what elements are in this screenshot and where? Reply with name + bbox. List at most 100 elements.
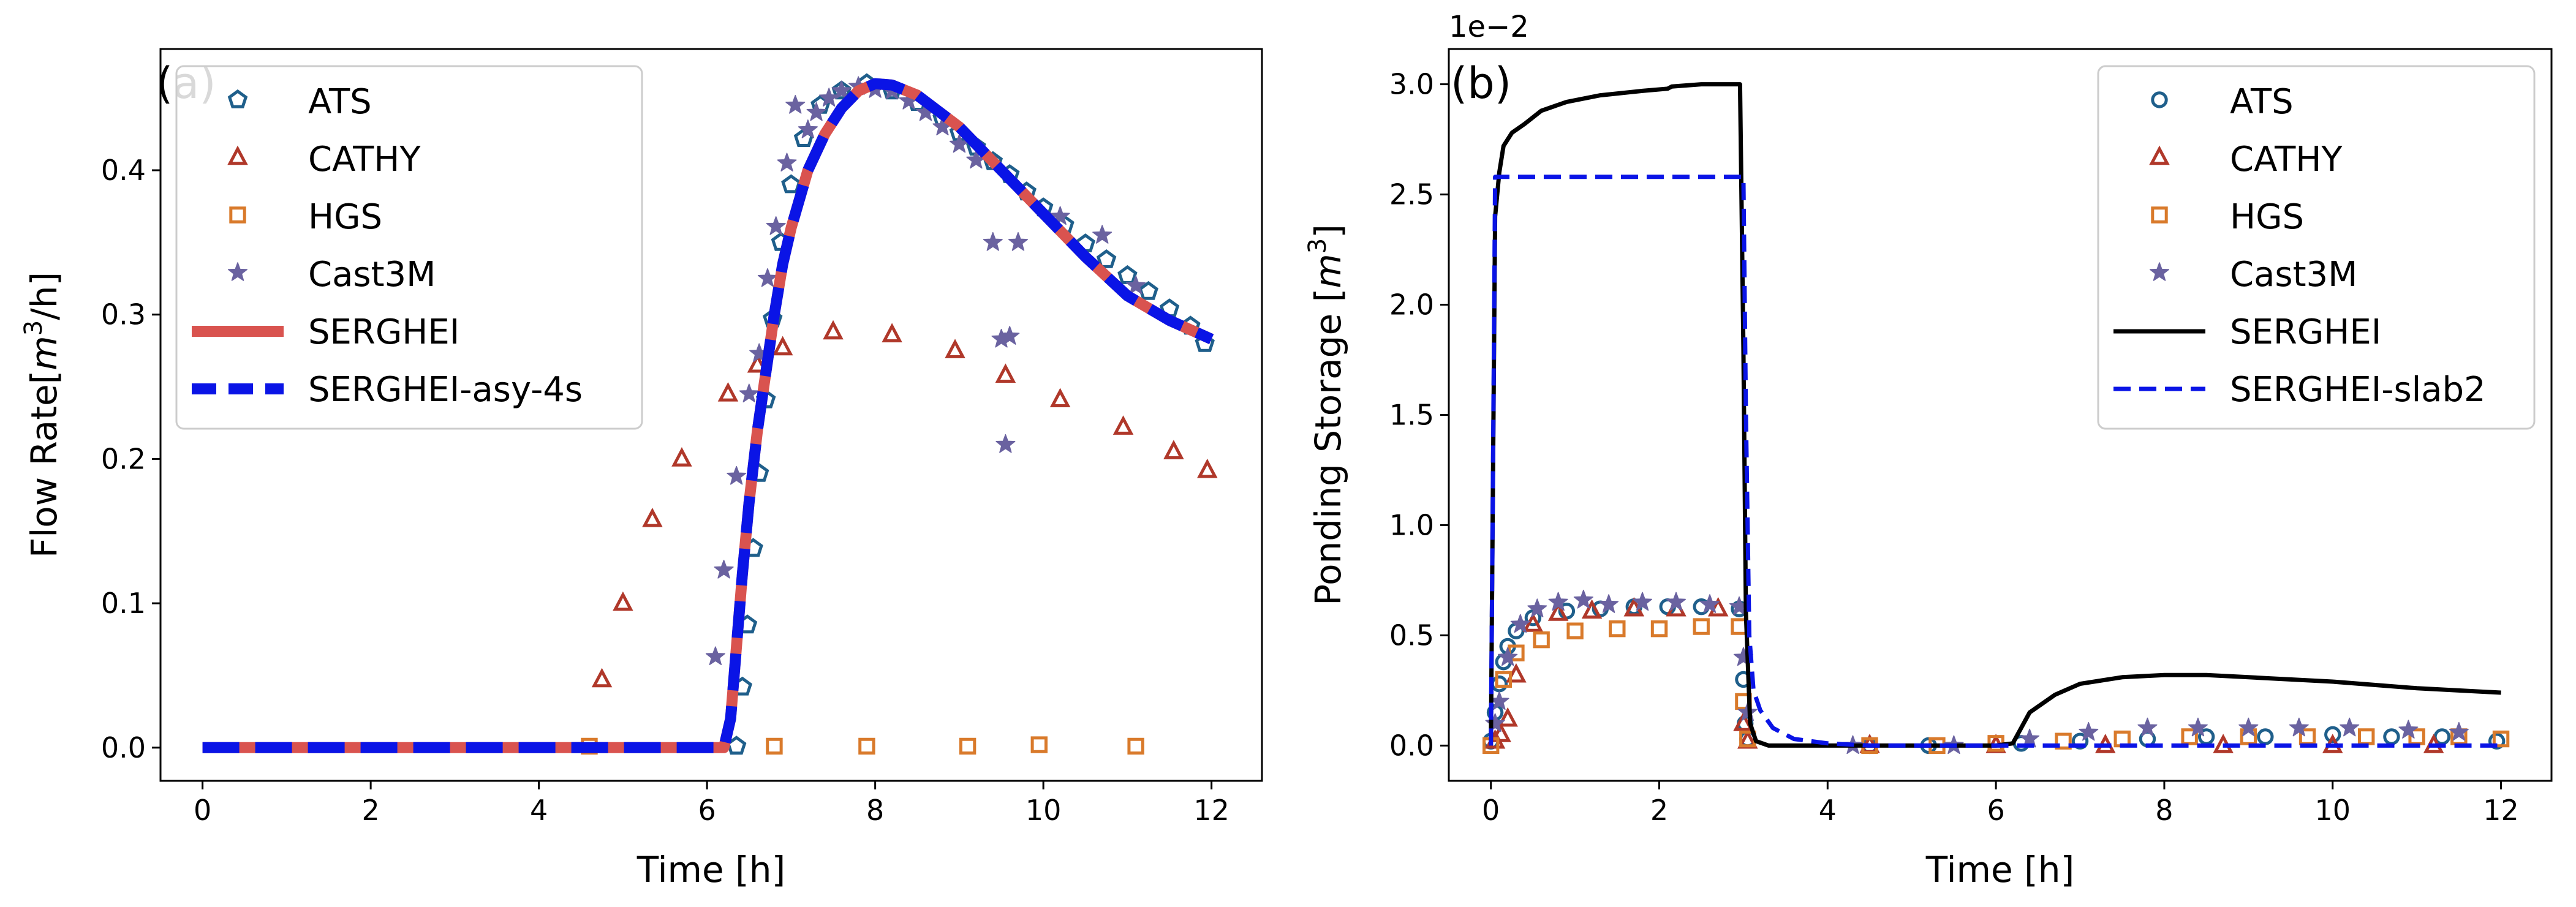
y-tick-label: 3.0 — [1389, 68, 1434, 101]
data-point — [1581, 599, 1603, 619]
legend-label: SERGHEI-slab2 — [2230, 370, 2486, 410]
data-point — [1506, 663, 1527, 683]
data-point — [1000, 326, 1020, 345]
data-point — [823, 320, 844, 340]
data-point — [1092, 225, 1112, 244]
legend-marker — [2149, 145, 2170, 165]
data-point — [1739, 730, 1756, 748]
data-point — [1533, 631, 1550, 649]
legend-marker — [2151, 91, 2168, 108]
legend-label: Cast3M — [308, 255, 436, 295]
legend-label: HGS — [2230, 197, 2304, 237]
data-point — [766, 216, 786, 235]
data-point — [727, 465, 747, 485]
x-tick-label: 2 — [361, 794, 379, 827]
data-point — [772, 336, 793, 356]
data-point — [1490, 723, 1511, 742]
x-tick-label: 6 — [698, 794, 716, 827]
y-tick-label: 0.3 — [101, 298, 146, 331]
data-point — [777, 152, 797, 171]
legend: ATS CATHY HGS Cast3M SERGHEI SERGHEI-slab2 — [2097, 65, 2536, 430]
legend-marker — [227, 89, 248, 108]
data-point — [819, 88, 839, 107]
data-point — [2324, 726, 2341, 743]
series-hgs — [581, 736, 1144, 755]
data-point — [785, 95, 806, 114]
data-point — [2238, 717, 2259, 737]
x-tick-label: 8 — [2155, 794, 2173, 827]
panel-label: (b) — [1451, 58, 1511, 108]
x-axis-label: Time [h] — [1925, 849, 2074, 890]
x-tick-label: 8 — [866, 794, 884, 827]
y-tick-label: 1.5 — [1389, 399, 1434, 432]
data-point — [831, 80, 852, 100]
x-tick-label: 12 — [1193, 794, 1229, 827]
data-point — [983, 231, 1003, 251]
data-point — [2020, 728, 2040, 748]
series-line-serghei — [1489, 82, 2501, 748]
legend-label: CATHY — [2230, 140, 2343, 179]
data-point — [1163, 440, 1184, 459]
y-tick-label: 0.4 — [101, 154, 146, 187]
x-tick-label: 10 — [1025, 794, 1062, 827]
data-point — [1566, 622, 1584, 639]
data-point — [1498, 647, 1518, 666]
data-point — [1522, 612, 1544, 632]
plot-area — [202, 73, 1218, 755]
data-point — [806, 102, 826, 121]
data-point — [705, 646, 725, 666]
y-tick-label: 0.0 — [1389, 729, 1434, 762]
data-point — [1693, 618, 1710, 635]
x-tick-label: 0 — [1482, 794, 1500, 827]
data-point — [995, 363, 1016, 383]
data-point — [2398, 720, 2419, 739]
data-point — [1008, 231, 1029, 251]
data-point — [1126, 275, 1146, 295]
data-point — [1485, 713, 1505, 732]
series-cast3m — [705, 76, 1146, 666]
chart-panel-a: 0 2 4 6 8 10 12 0.0 0.1 0.2 0.3 0.4 Time [h] Flow Rat… — [20, 48, 1263, 890]
data-point — [671, 447, 692, 467]
data-point — [2449, 721, 2469, 741]
y-tick-label: 0.0 — [101, 731, 146, 764]
data-point — [2289, 717, 2309, 737]
y-tick-label: 0.2 — [101, 442, 146, 475]
legend-label: HGS — [308, 197, 382, 237]
data-point — [1699, 594, 1720, 613]
x-tick-label: 4 — [530, 794, 548, 827]
data-point — [1049, 388, 1071, 408]
legend-label: Cast3M — [2230, 255, 2358, 295]
data-point — [2181, 728, 2198, 745]
y-axis-label: Ponding Storage [m3] — [1304, 224, 1349, 606]
legend-marker — [227, 262, 248, 281]
data-point — [739, 383, 759, 403]
data-point — [2257, 728, 2274, 745]
legend-marker — [227, 145, 248, 165]
data-point — [2358, 728, 2375, 745]
y-tick-label: 0.5 — [1389, 619, 1434, 652]
legend-marker — [229, 206, 246, 224]
legend-marker — [2151, 206, 2168, 224]
data-point — [2188, 717, 2208, 737]
x-tick-label: 0 — [194, 794, 211, 827]
data-point — [2137, 717, 2158, 737]
legend-marker — [2149, 262, 2170, 281]
data-point — [2408, 728, 2425, 745]
legend-label: SERGHEI-asy-4s — [308, 370, 583, 410]
data-point — [1096, 249, 1117, 268]
data-point — [642, 508, 663, 527]
data-point — [1861, 737, 1878, 755]
data-point — [2079, 721, 2099, 741]
data-point — [1928, 737, 1946, 755]
data-point — [1527, 598, 1547, 618]
legend-label: CATHY — [308, 140, 421, 179]
data-point — [2488, 732, 2506, 750]
data-point — [1599, 594, 1619, 613]
data-point — [1609, 620, 1626, 638]
data-point — [1490, 675, 1508, 693]
legend-box — [175, 65, 643, 430]
data-point — [1510, 614, 1530, 633]
data-point — [1483, 737, 1500, 755]
y-tick-label: 0.1 — [101, 587, 146, 620]
